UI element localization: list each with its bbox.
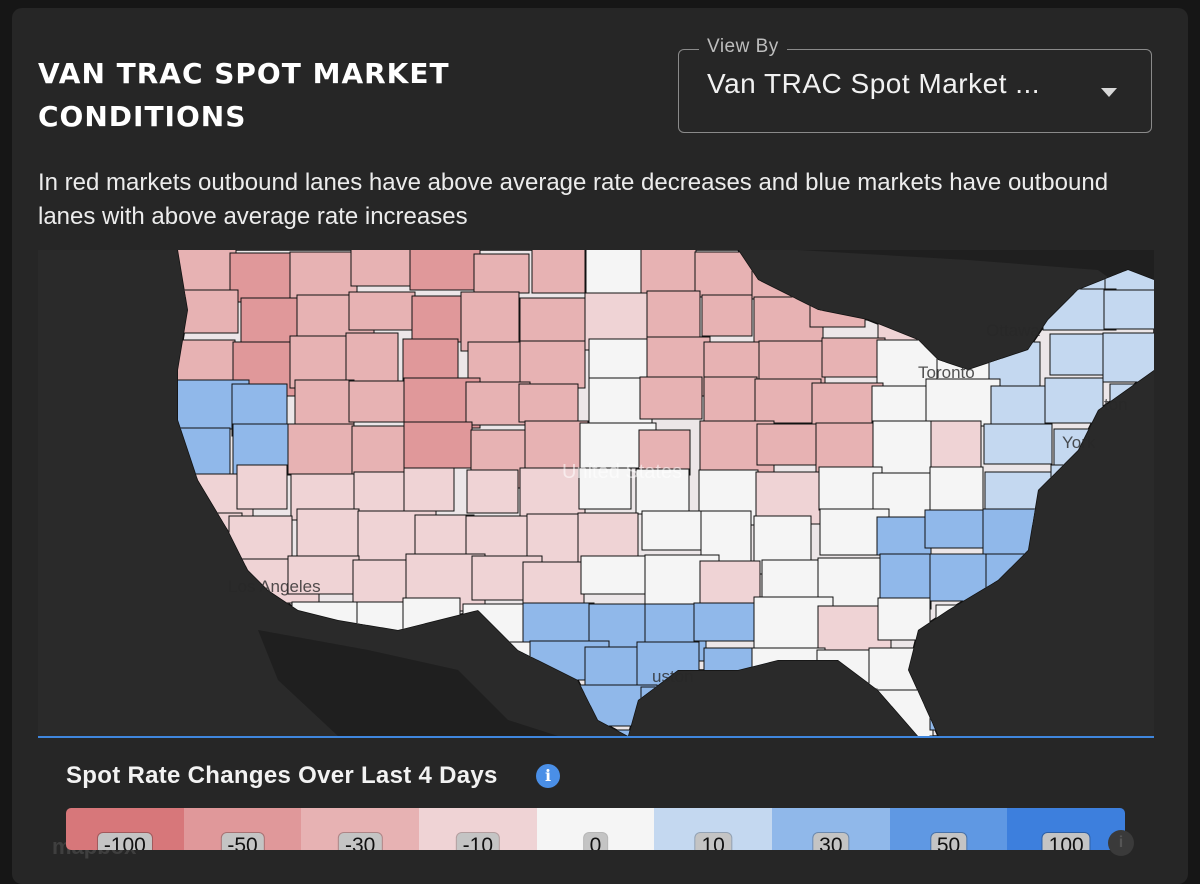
map-place-label: uston xyxy=(652,667,694,686)
market-region[interactable] xyxy=(925,378,1001,427)
us-market-map[interactable]: Ottawa Toronto ton York United States Los Ang… xyxy=(38,250,1154,736)
legend-color-scale: -100 -50 -30 -10 0 10 30 50 100 xyxy=(66,808,1125,850)
legend-tick-label: 0 xyxy=(583,833,608,850)
market-region[interactable] xyxy=(876,516,932,556)
map-place-label: Los Angeles xyxy=(228,577,321,596)
map-place-label: United States xyxy=(562,461,682,483)
legend-swatch: 30 xyxy=(772,808,890,850)
legend-tick-label: 100 xyxy=(1042,833,1090,850)
market-region[interactable] xyxy=(473,253,530,294)
market-region[interactable] xyxy=(414,514,475,562)
map-divider xyxy=(38,736,1154,738)
market-region[interactable] xyxy=(754,378,822,424)
market-region[interactable] xyxy=(519,340,586,389)
market-region[interactable] xyxy=(403,467,455,512)
market-conditions-card: VAN TRAC SPOT MARKET CONDITIONS View By … xyxy=(12,8,1188,884)
legend-title: Spot Rate Changes Over Last 4 Days xyxy=(66,762,498,789)
market-region[interactable] xyxy=(635,468,690,515)
market-region[interactable] xyxy=(518,383,579,423)
market-region[interactable] xyxy=(641,510,704,551)
legend-swatch: -50 xyxy=(183,808,302,850)
legend-tick-label: 50 xyxy=(930,833,967,850)
map-canvas[interactable]: Ottawa Toronto ton York United States Los Ang… xyxy=(38,250,1154,736)
legend-panel: Spot Rate Changes Over Last 4 Days i map… xyxy=(38,738,1154,884)
chevron-down-icon[interactable] xyxy=(1101,88,1117,97)
market-region[interactable] xyxy=(350,250,421,287)
page-title: VAN TRAC SPOT MARKET CONDITIONS xyxy=(38,57,450,133)
canada-landmass xyxy=(168,250,1154,310)
legend-swatch: 100 xyxy=(1007,808,1125,850)
market-region[interactable] xyxy=(403,421,473,469)
market-region[interactable] xyxy=(466,469,519,514)
market-region[interactable] xyxy=(638,429,691,476)
map-place-labels: Ottawa Toronto ton York United States Los Ang… xyxy=(228,321,1128,686)
legend-tick-label: -30 xyxy=(338,833,382,850)
market-region[interactable] xyxy=(289,251,358,300)
market-region[interactable] xyxy=(411,295,469,343)
market-region[interactable] xyxy=(930,420,982,470)
market-region[interactable] xyxy=(180,289,239,334)
attribution-info-icon[interactable]: i xyxy=(1108,830,1134,856)
map-description: In red markets outbound lanes have above… xyxy=(38,169,1109,230)
market-region[interactable] xyxy=(287,555,360,595)
market-region[interactable] xyxy=(585,250,649,298)
legend-swatch: 50 xyxy=(889,808,1008,850)
market-region[interactable] xyxy=(1102,332,1154,383)
market-region[interactable] xyxy=(531,250,586,294)
market-region[interactable] xyxy=(872,420,941,474)
market-region[interactable] xyxy=(1044,377,1104,424)
market-region[interactable] xyxy=(296,508,360,563)
market-region[interactable] xyxy=(287,423,355,475)
market-region[interactable] xyxy=(821,337,886,378)
market-region[interactable] xyxy=(929,466,984,516)
market-region[interactable] xyxy=(639,376,703,420)
legend-tick-label: -100 xyxy=(97,833,152,850)
market-region[interactable] xyxy=(172,250,237,298)
market-region[interactable] xyxy=(236,464,288,510)
market-region[interactable] xyxy=(229,252,294,303)
map-place-label: ton xyxy=(1104,395,1128,414)
legend-swatch: -100 xyxy=(66,808,184,850)
market-region[interactable] xyxy=(756,423,821,466)
market-region[interactable] xyxy=(522,561,585,606)
mexico-landmass xyxy=(258,630,558,736)
market-region[interactable] xyxy=(815,422,874,473)
map-place-label: York xyxy=(1062,433,1096,452)
market-region[interactable] xyxy=(460,291,520,352)
view-by-label: View By xyxy=(699,36,787,58)
market-region[interactable] xyxy=(348,291,416,331)
legend-tick-label: -10 xyxy=(456,833,500,850)
legend-tick-label: 30 xyxy=(813,833,849,850)
market-region[interactable] xyxy=(402,338,459,384)
legend-tick-label: -50 xyxy=(221,833,264,850)
info-icon[interactable]: i xyxy=(536,764,560,788)
map-place-label: Toronto xyxy=(918,363,975,382)
legend-tick-label: 10 xyxy=(695,833,731,850)
legend-swatch: -30 xyxy=(301,808,420,850)
market-region[interactable] xyxy=(578,467,632,510)
legend-swatch: -10 xyxy=(419,808,537,850)
view-by-value: Van TRAC Spot Market ... xyxy=(707,68,1041,99)
market-region[interactable] xyxy=(409,250,481,291)
market-region[interactable] xyxy=(519,297,588,346)
map-place-label: Ottawa xyxy=(986,321,1040,340)
market-region[interactable] xyxy=(1103,289,1154,330)
view-by-select[interactable]: View By Van TRAC Spot Market ... xyxy=(678,36,1152,133)
legend-swatch: 10 xyxy=(654,808,773,850)
legend-swatch: 0 xyxy=(536,808,655,850)
market-region[interactable] xyxy=(983,423,1053,465)
market-region[interactable] xyxy=(701,294,753,337)
